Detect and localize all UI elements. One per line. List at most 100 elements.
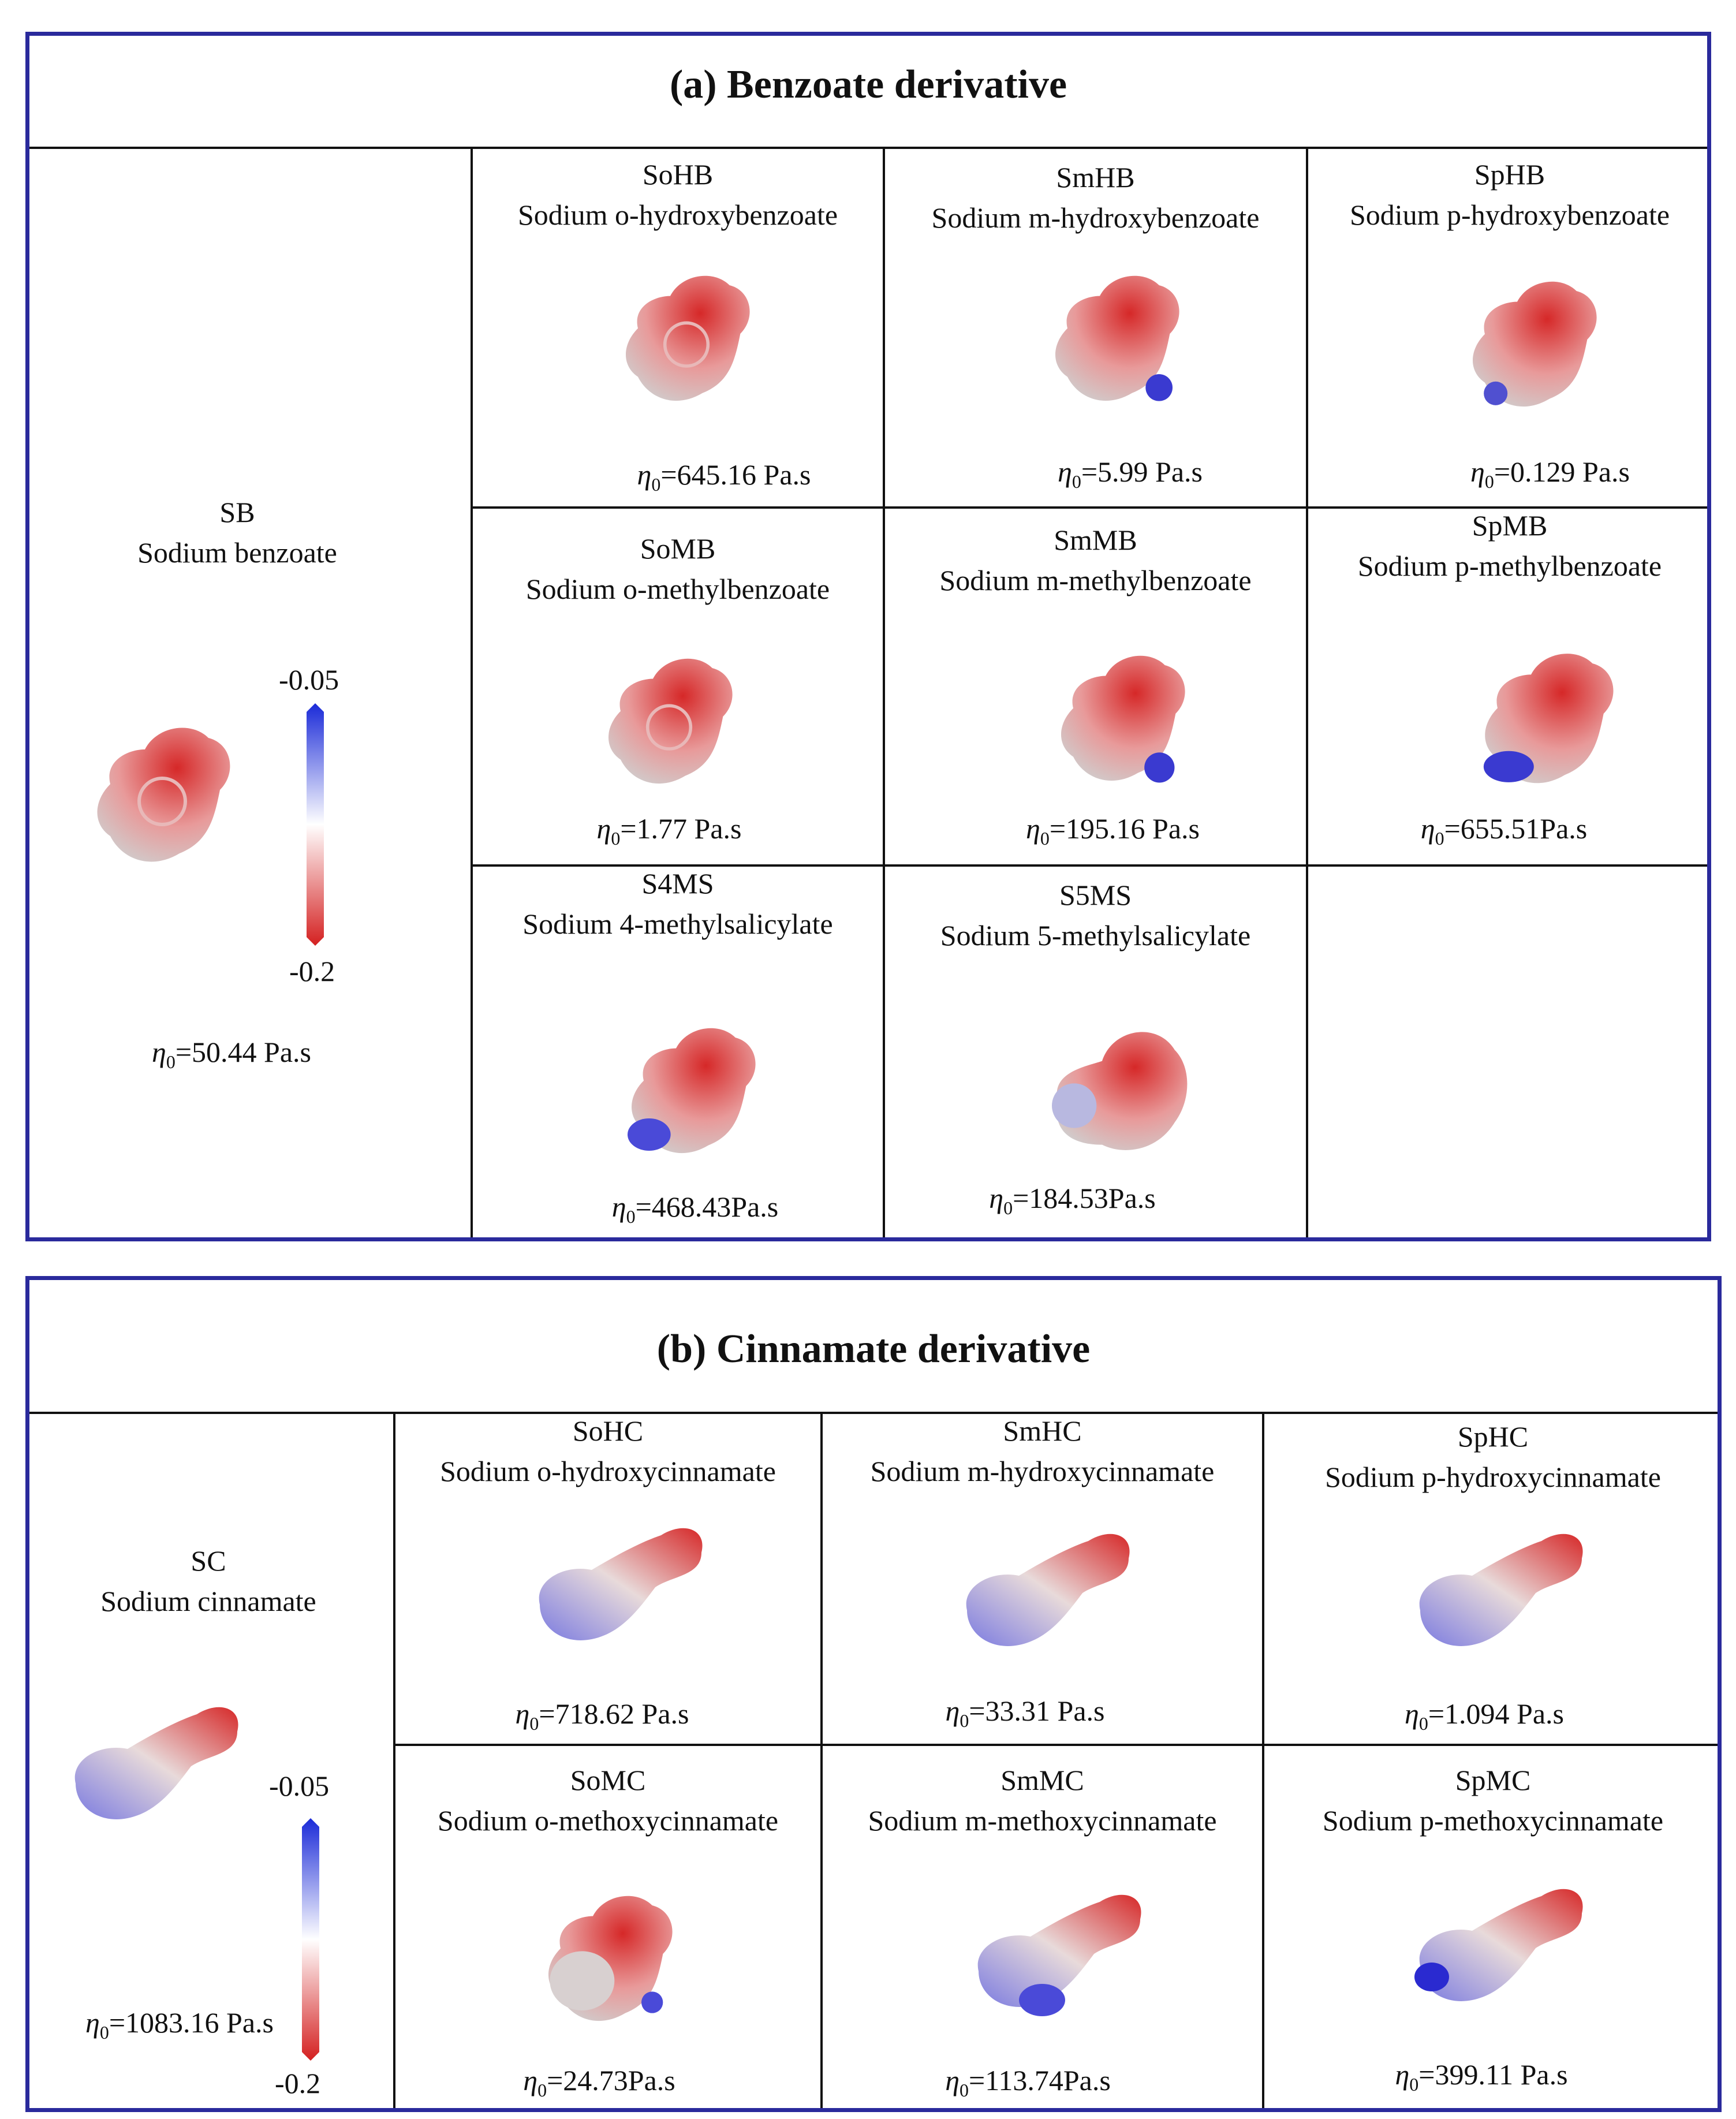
panel-title: (a) Benzoate derivative	[669, 62, 1067, 107]
molecule-abbr: S5MS	[1059, 879, 1132, 911]
viscosity-value: η0=50.44 Pa.s	[152, 1036, 311, 1072]
molecule-abbr: SmHC	[1003, 1415, 1082, 1447]
molecule-esp-map	[1473, 281, 1597, 407]
molecule-abbr: SoHC	[572, 1415, 644, 1447]
molecule-abbr: SpHB	[1474, 158, 1545, 191]
molecule-cell: S4MS Sodium 4-methylsalicylate η0=468.43…	[473, 867, 883, 1240]
viscosity-value: η0=24.73Pa.s	[523, 2064, 675, 2101]
colorbar	[302, 1818, 319, 2061]
molecule-cell: SpMB Sodium p-methylbenzoate η0=655.51Pa…	[1308, 509, 1711, 864]
divider	[471, 864, 1707, 867]
panel-cinnamate: (b) Cinnamate derivative SC Sodium cinna…	[25, 1276, 1722, 2112]
molecule-name: Sodium m-hydroxycinnamate	[870, 1455, 1215, 1487]
molecule-esp-map	[1483, 654, 1614, 784]
molecule-abbr: SpMB	[1472, 509, 1548, 542]
molecule-name: Sodium 4-methylsalicylate	[522, 908, 833, 940]
molecule-name: Sodium p-methylbenzoate	[1357, 550, 1662, 582]
molecule-abbr: SpHC	[1457, 1420, 1529, 1453]
molecule-esp-map	[1052, 1032, 1188, 1151]
divider	[393, 1412, 395, 2108]
molecule-name: Sodium p-hydroxybenzoate	[1349, 199, 1670, 231]
molecule-name: Sodium o-hydroxybenzoate	[517, 199, 838, 231]
viscosity-value: η0=399.11 Pa.s	[1395, 2058, 1568, 2095]
molecule-esp-map	[1055, 275, 1179, 401]
molecule-cell: SoMB Sodium o-methylbenzoate η0=1.77 Pa.…	[473, 509, 883, 864]
molecule-name: Sodium m-hydroxybenzoate	[931, 202, 1260, 234]
molecule-esp-map	[1061, 655, 1185, 783]
molecule-name: Sodium benzoate	[137, 536, 337, 569]
viscosity-value: η0=0.129 Pa.s	[1470, 456, 1630, 492]
molecule-abbr: SB	[219, 496, 255, 528]
divider	[471, 147, 473, 1237]
viscosity-value: η0=718.62 Pa.s	[515, 1698, 689, 1734]
colorbar	[307, 703, 324, 946]
viscosity-value: η0=184.53Pa.s	[989, 1182, 1156, 1218]
molecule-esp-map	[74, 1707, 238, 1819]
viscosity-value: η0=1.094 Pa.s	[1405, 1698, 1564, 1734]
viscosity-value: η0=645.16 Pa.s	[637, 458, 811, 495]
molecule-abbr: SmHB	[1056, 161, 1135, 193]
molecule-esp-map	[97, 728, 230, 862]
molecule-name: Sodium o-hydroxycinnamate	[440, 1455, 776, 1487]
divider	[29, 147, 1707, 149]
molecule-cell: SmHC Sodium m-hydroxycinnamate η0=33.31 …	[823, 1414, 1262, 1744]
divider	[820, 1412, 823, 2108]
molecule-esp-map	[626, 275, 750, 401]
molecule-cell: SoMC Sodium o-methoxycinnamate η0=24.73P…	[395, 1746, 820, 2112]
viscosity-value: η0=33.31 Pa.s	[945, 1695, 1105, 1731]
viscosity-value: η0=195.16 Pa.s	[1026, 812, 1200, 849]
molecule-esp-map	[539, 1528, 703, 1640]
molecule-esp-map	[1414, 1889, 1583, 2001]
reference-cell: SC Sodium cinnamate -0.05 -0.2 η0=1083.1…	[29, 1414, 393, 2112]
molecule-esp-map	[977, 1894, 1141, 2016]
divider	[29, 1412, 1718, 1414]
viscosity-value: η0=1.77 Pa.s	[596, 812, 742, 849]
divider	[883, 147, 885, 1237]
molecule-name: Sodium 5-methylsalicylate	[940, 919, 1251, 952]
divider	[471, 506, 1707, 509]
reference-cell: SB Sodium benzoate -0.05 -0.2 η0=50.44 P…	[29, 149, 471, 1240]
molecule-name: Sodium m-methoxycinnamate	[868, 1804, 1217, 1837]
viscosity-value: η0=468.43Pa.s	[611, 1191, 779, 1227]
molecule-name: Sodium m-methylbenzoate	[939, 564, 1252, 596]
molecule-name: Sodium o-methylbenzoate	[525, 573, 830, 605]
panel-title: (b) Cinnamate derivative	[656, 1327, 1091, 1371]
molecule-abbr: SpMC	[1455, 1764, 1531, 1796]
molecule-cell: SpMC Sodium p-methoxycinnamate η0=399.11…	[1264, 1746, 1722, 2112]
molecule-esp-map	[966, 1534, 1130, 1646]
molecule-abbr: SC	[191, 1545, 226, 1577]
viscosity-value: η0=655.51Pa.s	[1420, 812, 1588, 849]
molecule-abbr: SmMC	[1000, 1764, 1084, 1796]
molecule-name: Sodium p-methoxycinnamate	[1322, 1804, 1664, 1837]
molecule-abbr: SoMC	[570, 1764, 646, 1796]
molecule-esp-map	[608, 658, 733, 784]
colorbar-min-label: -0.2	[289, 955, 335, 987]
viscosity-value: η0=5.99 Pa.s	[1058, 456, 1203, 492]
viscosity-value: η0=113.74Pa.s	[945, 2064, 1111, 2101]
molecule-name: Sodium cinnamate	[100, 1585, 316, 1617]
molecule-name: Sodium o-methoxycinnamate	[437, 1804, 779, 1837]
molecule-cell: S5MS Sodium 5-methylsalicylate η0=184.53…	[885, 867, 1306, 1240]
molecule-esp-map	[1419, 1534, 1583, 1646]
molecule-name: Sodium p-hydroxycinnamate	[1325, 1461, 1661, 1493]
divider	[393, 1744, 1718, 1746]
molecule-cell: SmHB Sodium m-hydroxybenzoate η0=5.99 Pa…	[885, 149, 1306, 506]
panel-benzoate: (a) Benzoate derivative SB Sodium benzoa…	[25, 32, 1711, 1241]
molecule-abbr: SoHB	[642, 158, 714, 191]
molecule-abbr: S4MS	[641, 867, 714, 900]
molecule-esp-map	[628, 1028, 756, 1154]
colorbar-max-label: -0.05	[269, 1770, 330, 1802]
molecule-cell: SmMC Sodium m-methoxycinnamate η0=113.74…	[823, 1746, 1262, 2112]
colorbar-max-label: -0.05	[279, 663, 339, 696]
molecule-cell: SoHB Sodium o-hydroxybenzoate η0=645.16 …	[473, 149, 883, 506]
viscosity-value: η0=1083.16 Pa.s	[85, 2006, 274, 2043]
colorbar-min-label: -0.2	[275, 2067, 321, 2099]
molecule-cell: SoHC Sodium o-hydroxycinnamate η0=718.62…	[395, 1414, 820, 1744]
molecule-cell: SmMB Sodium m-methylbenzoate η0=195.16 P…	[885, 509, 1306, 864]
molecule-cell: SpHC Sodium p-hydroxycinnamate η0=1.094 …	[1264, 1414, 1722, 1744]
molecule-esp-map	[548, 1896, 673, 2021]
divider	[1306, 147, 1308, 1237]
divider	[1262, 1412, 1264, 2108]
molecule-abbr: SmMB	[1054, 524, 1137, 556]
molecule-abbr: SoMB	[640, 532, 716, 565]
